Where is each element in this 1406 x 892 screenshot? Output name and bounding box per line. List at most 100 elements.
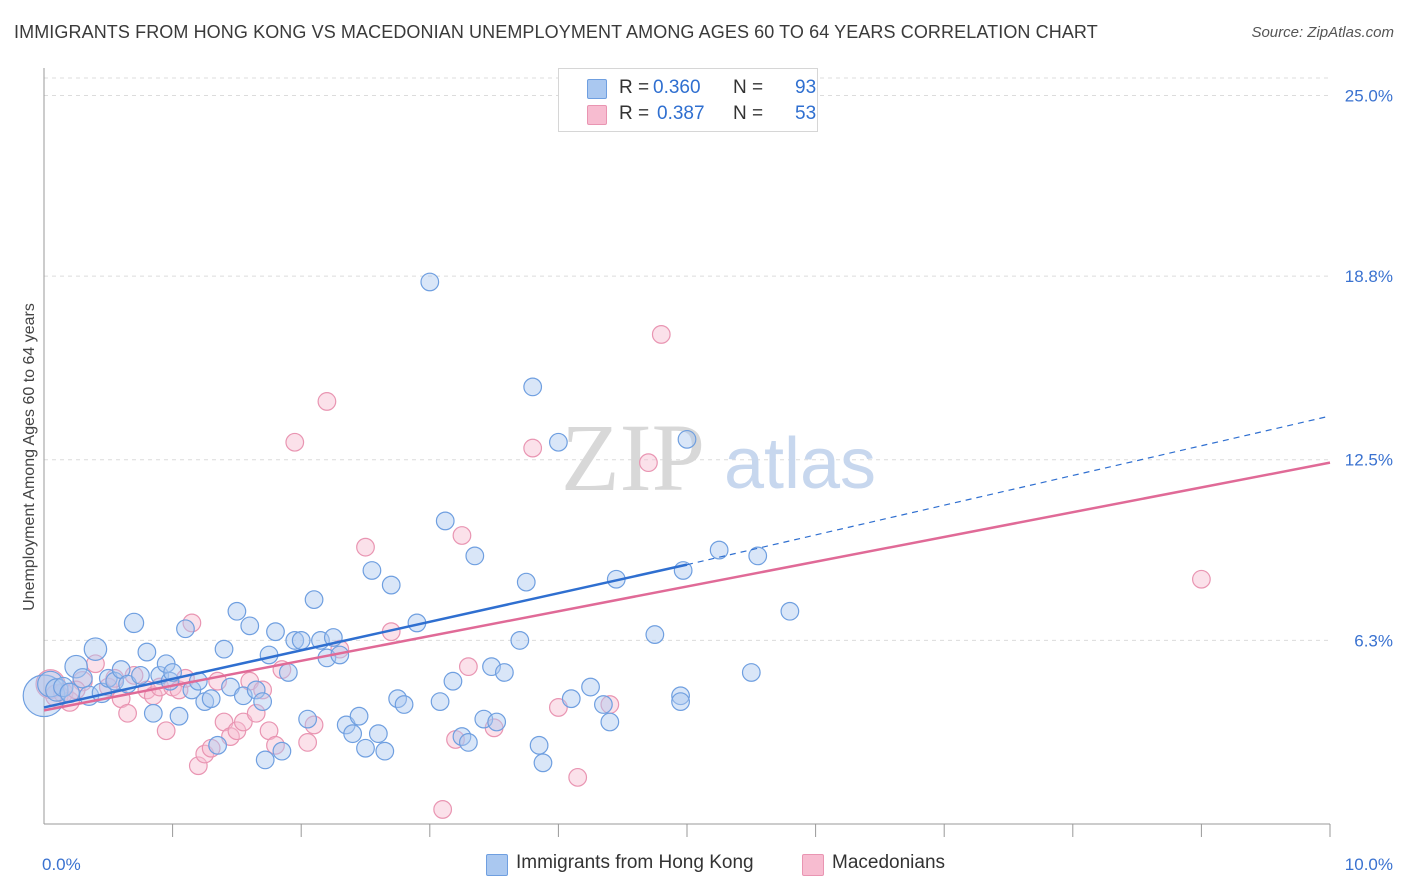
hong-kong-point [677, 429, 697, 449]
hong-kong-point [465, 546, 485, 566]
hong-kong-point [581, 677, 600, 697]
macedonians-point [66, 680, 86, 700]
bottom-legend-swatch-hong-kong [486, 854, 508, 876]
hong-kong-point [37, 670, 64, 698]
legend-n-value-hong-kong: 93 [795, 77, 817, 98]
hong-kong-point [549, 432, 568, 452]
hong-kong-point [45, 678, 69, 702]
hong-kong-point [285, 631, 305, 650]
hong-kong-point [443, 671, 463, 691]
hong-kong-point [266, 622, 285, 642]
grid-lines [44, 77, 1330, 641]
macedonians-point [298, 733, 318, 752]
trendlines [43, 415, 1331, 712]
hong-kong-point [83, 637, 108, 661]
hong-kong-point [169, 706, 189, 726]
legend-r-value-macedonians: 0.387 [657, 103, 705, 124]
hong-kong-point [227, 601, 247, 621]
macedonians-point [568, 767, 588, 787]
hong-kong-point [494, 663, 514, 682]
hong-kong-point [214, 639, 234, 659]
hong-kong-point [709, 540, 729, 560]
hong-kong-point [381, 575, 401, 595]
hong-kong-point [741, 663, 761, 682]
hong-kong-point [123, 612, 145, 634]
x-tick-label-max: 10.0% [1345, 855, 1393, 874]
watermark-zip: ZIP [561, 404, 705, 511]
macedonians-point [188, 756, 208, 776]
watermark: ZIP atlas [561, 404, 876, 511]
hong-kong-point [510, 631, 530, 650]
watermark-atlas: atlas [724, 424, 876, 504]
macedonians-point [233, 712, 253, 732]
bottom-legend-label-macedonians: Macedonians [832, 852, 946, 873]
hong-kong-point [72, 668, 93, 689]
macedonians-point [118, 703, 137, 723]
hong-kong-point [298, 709, 318, 729]
macedonians-point [1191, 569, 1211, 589]
hong-kong-point [53, 676, 74, 698]
y-tick-label: 25.0% [1345, 86, 1393, 105]
hong-kong-point [356, 738, 375, 758]
legend-n-value-macedonians: 53 [795, 103, 817, 124]
macedonians-trendline [43, 461, 1331, 712]
hong-kong-point [375, 741, 395, 761]
macedonians-point [452, 526, 472, 545]
hong-kong-point [645, 625, 665, 644]
legend-r-value-hong-kong: 0.360 [653, 77, 701, 98]
hong-kong-point [368, 724, 388, 744]
bottom-legend-label-hong-kong: Immigrants from Hong Kong [516, 852, 754, 873]
hong-kong-point [516, 572, 536, 592]
tick-labels: 6.3% 12.5% 18.8% 25.0% 0.0% 10.0% [42, 86, 1393, 874]
hong-kong-point [221, 677, 240, 697]
hong-kong-point [291, 631, 311, 650]
source-label: Source: ZipAtlas.com [1251, 24, 1394, 41]
legend-r-label: R = [619, 103, 650, 124]
legend-n-label: N = [733, 77, 764, 98]
hong-kong-point [533, 753, 553, 773]
hong-kong-point [561, 689, 581, 709]
hong-kong-points [22, 272, 800, 773]
legend-swatch-hong-kong [587, 79, 607, 99]
hong-kong-point [394, 695, 414, 714]
macedonians-point [356, 537, 375, 557]
hong-kong-point [304, 590, 324, 610]
y-tick-label: 18.8% [1345, 267, 1393, 286]
hong-kong-point [600, 712, 620, 732]
x-tick-label-min: 0.0% [42, 855, 81, 874]
hong-kong-point [64, 654, 88, 679]
hong-kong-point [349, 706, 369, 726]
hong-kong-point [131, 665, 150, 685]
hong-kong-point [748, 546, 768, 566]
axes [43, 68, 1331, 837]
chart-title: IMMIGRANTS FROM HONG KONG VS MACEDONIAN … [14, 22, 1098, 42]
macedonians-point [285, 432, 305, 452]
hong-kong-point [253, 692, 273, 712]
hong-kong-point [780, 601, 800, 621]
hong-kong-point [671, 692, 690, 712]
macedonians-point [523, 438, 543, 458]
hong-kong-trendline [43, 563, 688, 709]
hong-kong-point [272, 741, 292, 761]
y-tick-label: 6.3% [1354, 631, 1393, 650]
macedonians-point [639, 453, 658, 473]
hong-kong-point [523, 377, 543, 397]
macedonians-point [549, 698, 568, 717]
hong-kong-point [420, 272, 440, 292]
hong-kong-point [594, 695, 613, 714]
hong-kong-point [435, 511, 455, 531]
hong-kong-point [362, 561, 382, 580]
hong-kong-point [176, 619, 195, 639]
hong-kong-point [671, 686, 690, 706]
macedonians-point [651, 325, 671, 344]
hong-kong-point [430, 692, 450, 712]
hong-kong-point [458, 733, 478, 752]
hong-kong-point [343, 724, 363, 744]
hong-kong-point [208, 735, 228, 755]
hong-kong-point [487, 712, 507, 732]
macedonians-point [317, 392, 337, 411]
macedonians-point [246, 703, 266, 723]
hong-kong-point [255, 750, 275, 770]
macedonians-point [458, 657, 478, 677]
